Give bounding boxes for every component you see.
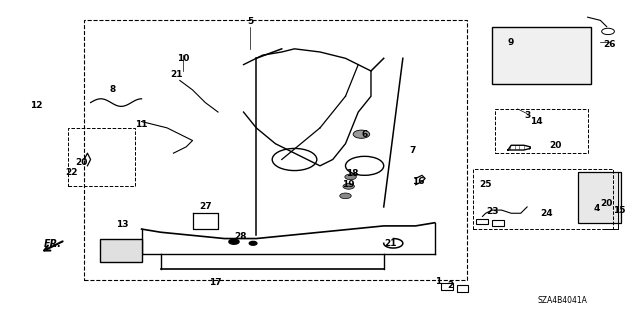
Text: 20: 20 bbox=[75, 158, 87, 167]
Text: 26: 26 bbox=[604, 40, 616, 48]
Bar bbox=[84, 20, 467, 280]
Text: 21: 21 bbox=[384, 239, 396, 248]
Text: 9: 9 bbox=[508, 38, 515, 47]
Bar bbox=[495, 109, 588, 153]
Text: 1: 1 bbox=[435, 277, 441, 286]
Text: SZA4B4041A: SZA4B4041A bbox=[538, 296, 588, 305]
Text: 8: 8 bbox=[110, 85, 116, 94]
Text: 20: 20 bbox=[550, 141, 562, 150]
Text: 13: 13 bbox=[116, 220, 129, 229]
Text: 27: 27 bbox=[199, 203, 212, 211]
Circle shape bbox=[353, 130, 370, 138]
Bar bbox=[100, 239, 141, 262]
Text: FR.: FR. bbox=[44, 239, 61, 249]
Circle shape bbox=[229, 239, 239, 244]
Text: 7: 7 bbox=[409, 145, 415, 154]
Text: 18: 18 bbox=[346, 169, 358, 178]
Text: 16: 16 bbox=[413, 177, 425, 186]
Bar bbox=[492, 27, 591, 84]
Circle shape bbox=[343, 183, 355, 189]
Text: 22: 22 bbox=[65, 168, 77, 177]
Text: 6: 6 bbox=[362, 130, 368, 139]
Text: 23: 23 bbox=[486, 207, 499, 216]
Text: 11: 11 bbox=[135, 120, 148, 129]
Text: 12: 12 bbox=[30, 101, 43, 110]
Text: 5: 5 bbox=[247, 18, 253, 26]
Text: 4: 4 bbox=[594, 204, 600, 213]
Bar bbox=[457, 285, 468, 292]
Text: 10: 10 bbox=[177, 54, 189, 63]
Circle shape bbox=[340, 193, 351, 199]
Text: 19: 19 bbox=[342, 180, 355, 189]
Text: 25: 25 bbox=[479, 180, 492, 189]
Text: 15: 15 bbox=[613, 206, 626, 215]
Bar bbox=[473, 169, 613, 229]
Text: 3: 3 bbox=[524, 111, 530, 120]
Text: 20: 20 bbox=[600, 199, 613, 208]
Circle shape bbox=[345, 174, 356, 180]
Bar bbox=[68, 128, 135, 186]
Text: 28: 28 bbox=[234, 233, 246, 241]
Text: 17: 17 bbox=[209, 278, 221, 287]
Text: 14: 14 bbox=[531, 117, 543, 126]
Circle shape bbox=[249, 241, 257, 245]
Text: 21: 21 bbox=[170, 70, 183, 78]
Text: 24: 24 bbox=[540, 209, 552, 218]
Bar bbox=[578, 172, 621, 223]
Text: 2: 2 bbox=[447, 281, 454, 291]
Bar bbox=[441, 284, 452, 290]
Bar bbox=[476, 219, 488, 224]
Bar bbox=[492, 219, 504, 226]
